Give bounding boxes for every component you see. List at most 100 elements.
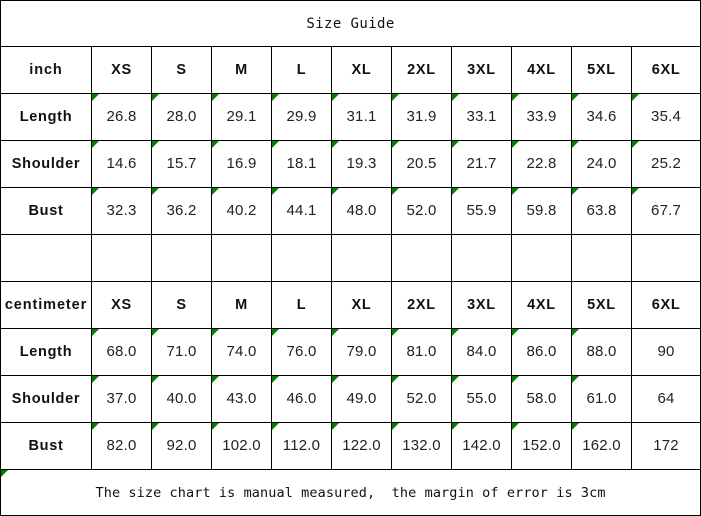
measurement-value-text: 64	[657, 390, 675, 407]
measurement-value-text: 49.0	[346, 390, 377, 407]
measurement-value: 40.0	[151, 375, 212, 423]
measurement-value-text: 74.0	[226, 343, 257, 360]
measurement-value: 102.0	[211, 422, 272, 470]
measurement-value-text: 19.3	[346, 155, 377, 172]
measurement-value: 86.0	[511, 328, 572, 376]
footer-note-row: The size chart is manual measured, the m…	[0, 469, 701, 516]
measurement-value-text: 36.2	[166, 202, 197, 219]
measurement-value-text: 86.0	[526, 343, 557, 360]
size-header-label: S	[176, 62, 187, 78]
green-triangle-error-indicator-icon	[212, 329, 219, 336]
green-triangle-error-indicator-icon	[332, 329, 339, 336]
size-header-4xl: 4XL	[511, 281, 572, 329]
measurement-label-shoulder-centimeter: Shoulder	[0, 375, 92, 423]
measurement-value: 37.0	[91, 375, 152, 423]
measurement-value: 19.3	[331, 140, 392, 188]
size-header-m: M	[211, 281, 272, 329]
size-header-s: S	[151, 46, 212, 94]
measurement-value-text: 43.0	[226, 390, 257, 407]
measurement-value-text: 33.9	[526, 108, 557, 125]
green-triangle-error-indicator-icon	[272, 188, 279, 195]
measurement-label-shoulder-inch: Shoulder	[0, 140, 92, 188]
spacer-cell	[451, 234, 512, 282]
measurement-value: 152.0	[511, 422, 572, 470]
header-row-centimeter: centimeter XS S M L XL 2XL 3XL 4XL 5XL 6XL	[0, 281, 701, 329]
measurement-value-text: 58.0	[526, 390, 557, 407]
measurement-value: 79.0	[331, 328, 392, 376]
green-triangle-error-indicator-icon	[392, 94, 399, 101]
green-triangle-error-indicator-icon	[332, 376, 339, 383]
measurement-value-text: 22.8	[526, 155, 557, 172]
measurement-value: 92.0	[151, 422, 212, 470]
measurement-value: 112.0	[271, 422, 332, 470]
measurement-value: 52.0	[391, 187, 452, 235]
measurement-value: 162.0	[571, 422, 632, 470]
measurement-value: 18.1	[271, 140, 332, 188]
measurement-value: 25.2	[630, 140, 701, 188]
spacer-cell	[630, 234, 701, 282]
size-header-label: 6XL	[651, 62, 681, 78]
measurement-value-text: 48.0	[346, 202, 377, 219]
measurement-value-text: 29.9	[286, 108, 317, 125]
measurement-value: 76.0	[271, 328, 332, 376]
measurement-value: 81.0	[391, 328, 452, 376]
spacer-cell	[151, 234, 212, 282]
measurement-value-text: 21.7	[466, 155, 497, 172]
size-header-l: L	[271, 281, 332, 329]
measurement-value: 61.0	[571, 375, 632, 423]
measurement-value-text: 79.0	[346, 343, 377, 360]
measurement-value-text: 88.0	[586, 343, 617, 360]
green-triangle-error-indicator-icon	[572, 188, 579, 195]
measurement-label-text: Bust	[28, 203, 64, 219]
measurement-value-text: 92.0	[166, 437, 197, 454]
measurement-value-text: 152.0	[522, 437, 561, 454]
green-triangle-error-indicator-icon	[152, 376, 159, 383]
green-triangle-error-indicator-icon	[632, 94, 639, 101]
green-triangle-error-indicator-icon	[512, 188, 519, 195]
measurement-value-text: 37.0	[106, 390, 137, 407]
green-triangle-error-indicator-icon	[572, 329, 579, 336]
measurement-value: 16.9	[211, 140, 272, 188]
size-header-label: L	[296, 62, 307, 78]
measurement-value-text: 44.1	[286, 202, 317, 219]
measurement-value: 64	[630, 375, 701, 423]
spacer-cell	[331, 234, 392, 282]
green-triangle-error-indicator-icon	[452, 423, 459, 430]
green-triangle-error-indicator-icon	[512, 329, 519, 336]
measurement-value: 67.7	[630, 187, 701, 235]
measurement-value-text: 122.0	[342, 437, 381, 454]
measurement-value: 46.0	[271, 375, 332, 423]
spacer-cell	[91, 234, 152, 282]
footer-note-text: The size chart is manual measured, the m…	[95, 484, 606, 501]
green-triangle-error-indicator-icon	[332, 141, 339, 148]
measurement-value-text: 46.0	[286, 390, 317, 407]
measurement-value-text: 52.0	[406, 390, 437, 407]
measurement-value: 43.0	[211, 375, 272, 423]
measurement-value-text: 63.8	[586, 202, 617, 219]
measurement-value: 71.0	[151, 328, 212, 376]
size-header-label: XS	[111, 297, 132, 313]
measurement-value: 68.0	[91, 328, 152, 376]
page-title: Size Guide	[0, 0, 701, 47]
green-triangle-error-indicator-icon	[272, 329, 279, 336]
measurement-value: 26.8	[91, 93, 152, 141]
green-triangle-error-indicator-icon	[632, 141, 639, 148]
size-header-label: 3XL	[467, 297, 496, 313]
measurement-value: 49.0	[331, 375, 392, 423]
measurement-value-text: 32.3	[106, 202, 137, 219]
measurement-value-text: 29.1	[226, 108, 257, 125]
measurement-value-text: 81.0	[406, 343, 437, 360]
measurement-row: Shoulder 14.6 15.7 16.9 18.1 19.3 20.5 21.7 22.8…	[0, 140, 701, 188]
size-header-label: 4XL	[527, 297, 556, 313]
size-header-label: 3XL	[467, 62, 496, 78]
size-header-5xl: 5XL	[571, 46, 632, 94]
measurement-value-text: 55.0	[466, 390, 497, 407]
size-header-label: 2XL	[407, 297, 436, 313]
measurement-value-text: 102.0	[222, 437, 261, 454]
size-header-label: XL	[351, 297, 372, 313]
spacer-cell	[211, 234, 272, 282]
green-triangle-error-indicator-icon	[92, 376, 99, 383]
size-header-xl: XL	[331, 281, 392, 329]
measurement-value: 58.0	[511, 375, 572, 423]
size-header-3xl: 3XL	[451, 281, 512, 329]
